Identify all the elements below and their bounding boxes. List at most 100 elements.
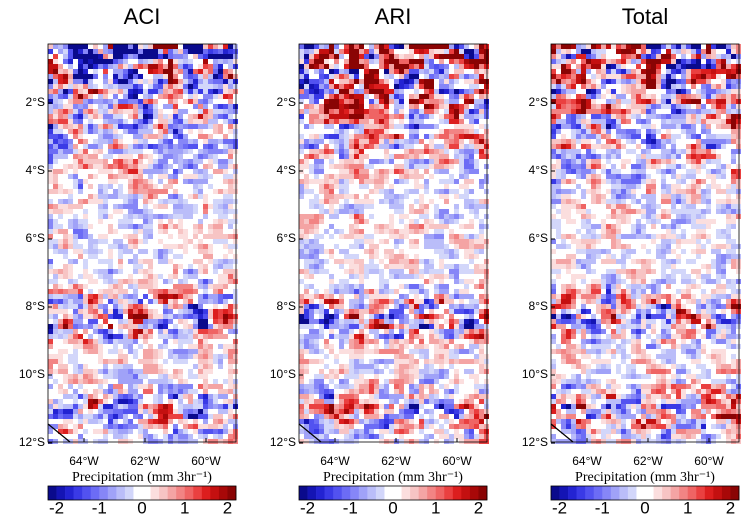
field-cell bbox=[389, 244, 394, 249]
field-cell bbox=[143, 169, 148, 174]
field-cell bbox=[48, 214, 53, 219]
field-cell bbox=[208, 104, 213, 109]
field-cell bbox=[334, 109, 339, 114]
field-cell bbox=[329, 234, 334, 239]
field-cell bbox=[208, 94, 213, 99]
field-cell bbox=[414, 239, 419, 244]
field-cell bbox=[203, 169, 208, 174]
field-cell bbox=[213, 259, 218, 264]
field-cell bbox=[394, 284, 399, 289]
field-cell bbox=[223, 124, 228, 129]
field-cell bbox=[374, 84, 379, 89]
field-cell bbox=[128, 79, 133, 84]
field-cell bbox=[208, 59, 213, 64]
field-cell bbox=[309, 54, 314, 59]
field-cell bbox=[73, 139, 78, 144]
field-cell bbox=[208, 394, 213, 399]
field-cell bbox=[203, 264, 208, 269]
x-tick-label: 64°W bbox=[69, 454, 99, 468]
field-cell bbox=[128, 239, 133, 244]
field-cell bbox=[58, 49, 63, 54]
field-cell bbox=[379, 149, 384, 154]
field-cell bbox=[153, 269, 158, 274]
colorbar-cell bbox=[74, 486, 83, 500]
field-cell bbox=[158, 159, 163, 164]
field-cell bbox=[133, 349, 138, 354]
field-cell bbox=[454, 259, 459, 264]
field-cell bbox=[83, 74, 88, 79]
field-cell bbox=[334, 59, 339, 64]
field-cell bbox=[143, 159, 148, 164]
field-cell bbox=[339, 99, 344, 104]
field-cell bbox=[53, 379, 58, 384]
field-cell bbox=[188, 284, 193, 289]
field-cell bbox=[128, 324, 133, 329]
field-cell bbox=[48, 279, 53, 284]
field-cell bbox=[198, 144, 203, 149]
field-cell bbox=[58, 119, 63, 124]
field-cell bbox=[454, 279, 459, 284]
field-cell bbox=[213, 359, 218, 364]
field-cell bbox=[53, 59, 58, 64]
field-cell bbox=[133, 439, 138, 444]
field-cell bbox=[329, 269, 334, 274]
field-cell bbox=[203, 284, 208, 289]
field-cell bbox=[198, 349, 203, 354]
field-cell bbox=[349, 49, 354, 54]
field-cell bbox=[349, 94, 354, 99]
field-cell bbox=[208, 419, 213, 424]
field-cell bbox=[108, 269, 113, 274]
field-cell bbox=[299, 124, 304, 129]
field-cell bbox=[138, 164, 143, 169]
field-cell bbox=[93, 99, 98, 104]
field-cell bbox=[223, 139, 228, 144]
field-cell bbox=[198, 179, 203, 184]
field-cell bbox=[178, 199, 183, 204]
field-cell bbox=[48, 364, 53, 369]
field-cell bbox=[78, 299, 83, 304]
field-cell bbox=[424, 134, 429, 139]
field-cell bbox=[404, 144, 409, 149]
field-cell bbox=[324, 274, 329, 279]
field-cell bbox=[334, 184, 339, 189]
field-cell bbox=[213, 399, 218, 404]
field-cell bbox=[218, 304, 223, 309]
field-cell bbox=[148, 354, 153, 359]
field-cell bbox=[334, 269, 339, 274]
field-cell bbox=[73, 169, 78, 174]
field-cell bbox=[213, 94, 218, 99]
field-cell bbox=[63, 329, 68, 334]
field-cell bbox=[133, 269, 138, 274]
field-cell bbox=[314, 219, 319, 224]
field-cell bbox=[53, 129, 58, 134]
field-cell bbox=[123, 259, 128, 264]
field-cell bbox=[113, 429, 118, 434]
field-cell bbox=[68, 349, 73, 354]
field-cell bbox=[374, 64, 379, 69]
field-cell bbox=[48, 369, 53, 374]
field-cell bbox=[439, 239, 444, 244]
field-cell bbox=[53, 359, 58, 364]
field-cell bbox=[424, 264, 429, 269]
field-cell bbox=[103, 44, 108, 49]
field-cell bbox=[349, 84, 354, 89]
field-cell bbox=[48, 104, 53, 109]
field-cell bbox=[113, 424, 118, 429]
field-cell bbox=[434, 49, 439, 54]
field-cell bbox=[73, 414, 78, 419]
field-cell bbox=[359, 49, 364, 54]
field-cell bbox=[103, 429, 108, 434]
field-cell bbox=[299, 239, 304, 244]
field-cell bbox=[183, 219, 188, 224]
field-cell bbox=[118, 259, 123, 264]
field-cell bbox=[233, 174, 238, 179]
field-cell bbox=[113, 174, 118, 179]
field-cell bbox=[98, 369, 103, 374]
field-cell bbox=[414, 194, 419, 199]
field-cell bbox=[324, 289, 329, 294]
colorbar-tick-label: -1 bbox=[92, 498, 107, 517]
field-cell bbox=[88, 349, 93, 354]
field-cell bbox=[118, 264, 123, 269]
field-cell bbox=[168, 209, 173, 214]
field-cell bbox=[198, 429, 203, 434]
